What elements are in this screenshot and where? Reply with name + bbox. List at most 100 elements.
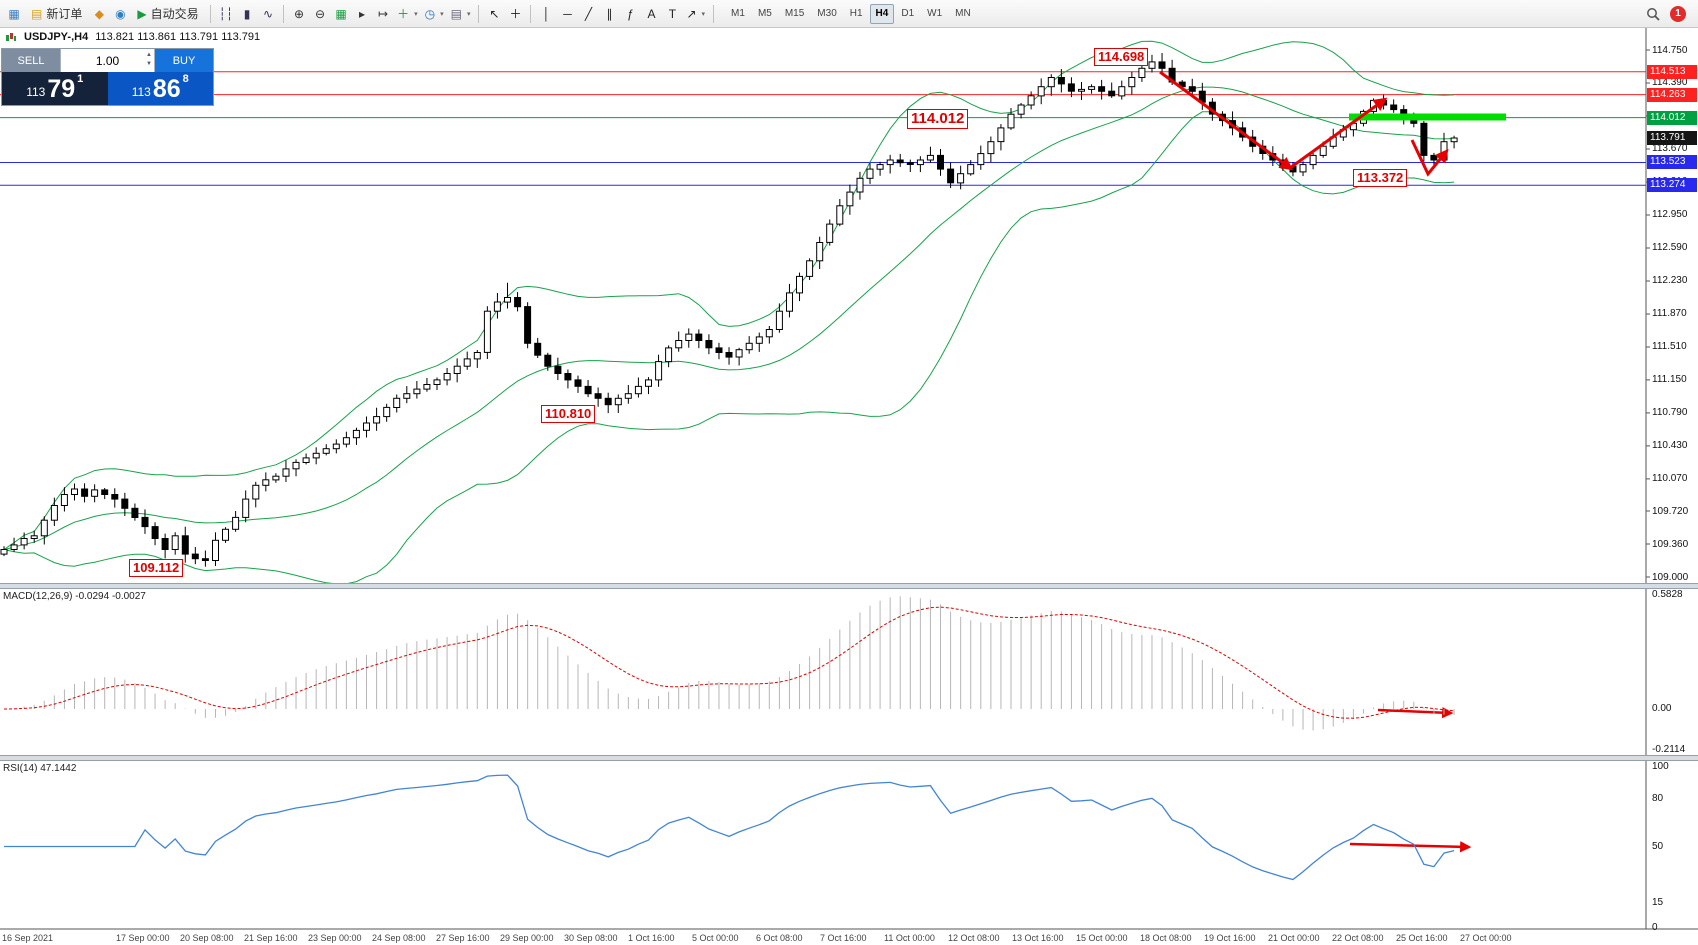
market-watch-button[interactable]: ◆ — [89, 3, 109, 25]
zoom-out-button[interactable]: ⊖ — [310, 3, 330, 25]
timeframe-mn[interactable]: MN — [955, 8, 971, 19]
periods-icon: ◷ — [424, 6, 436, 21]
cursor-icon: ↖ — [489, 6, 500, 21]
timeframe-d1[interactable]: D1 — [901, 8, 915, 19]
text-button[interactable]: A — [641, 3, 661, 25]
lot-down-icon[interactable]: ▼ — [146, 61, 152, 67]
sell-button[interactable]: SELL — [2, 49, 60, 72]
cursor-button[interactable]: ↖ — [484, 3, 504, 25]
bar-chart-button[interactable]: ┆┆ — [216, 3, 236, 25]
lot-up-icon[interactable]: ▲ — [146, 52, 152, 58]
panel-splitter-rsi[interactable] — [0, 755, 1698, 761]
rsi-line — [4, 774, 1455, 881]
notification-badge[interactable]: 1 — [1670, 5, 1686, 22]
one-click-trading-widget: SELL 1.00 ▲ ▼ BUY 113 79 1 113 86 8 — [1, 48, 214, 106]
timeframe-buttons: M1 M5 M15 M30 H1 H4 D1 W1 MN — [725, 3, 977, 24]
search-icon[interactable] — [1646, 7, 1660, 21]
chart-window-icon-icon: ▦ — [8, 6, 20, 21]
autotrading-icon: ▶ — [137, 6, 147, 21]
sell-price-main: 79 — [47, 75, 76, 103]
indicators-button-dropdown-icon[interactable]: ▾ — [414, 10, 418, 18]
market-watch-icon: ◆ — [94, 6, 104, 21]
bollinger-bands — [3, 40, 1455, 585]
symbol-ohlc: 113.821 113.861 113.791 113.791 — [95, 31, 261, 43]
candlestick-chart-button[interactable]: ▮ — [237, 3, 257, 25]
chart-window-icon[interactable]: ▦ — [4, 3, 24, 25]
rsi-indicator-label: RSI(14) 47.1442 — [3, 763, 77, 774]
data-window-icon: ◉ — [115, 6, 126, 21]
toolbar-separator — [530, 4, 532, 23]
sell-price[interactable]: 113 79 1 — [2, 72, 108, 105]
periods-button[interactable]: ◷ ▾ — [422, 3, 447, 25]
trend-arrows[interactable] — [1159, 70, 1472, 853]
buy-price[interactable]: 113 86 8 — [107, 72, 213, 105]
macd-indicator-label: MACD(12,26,9) -0.0294 -0.0027 — [3, 591, 146, 602]
arrows-button[interactable]: ↗ ▾ — [683, 3, 708, 25]
channel-icon: ∥ — [606, 6, 613, 21]
chart-shift-button[interactable]: ↦ — [373, 3, 393, 25]
candlestick-chart-icon: ▮ — [243, 6, 251, 21]
panel-splitter-macd[interactable] — [0, 583, 1698, 589]
symbol-title: USDJPY-,H4 — [24, 31, 89, 43]
new-order-icon: ▤ — [31, 6, 43, 21]
timeframe-h4[interactable]: H4 — [869, 3, 895, 24]
trendline-button[interactable]: ╱ — [578, 3, 598, 25]
periods-button-dropdown-icon[interactable]: ▾ — [440, 10, 444, 18]
fibonacci-icon: ƒ — [627, 6, 634, 21]
data-window-button[interactable]: ◉ — [110, 3, 130, 25]
green-trendline[interactable] — [1349, 113, 1506, 121]
crosshair-icon: ＋ — [509, 7, 522, 21]
new-order-button[interactable]: ▤ 新订单 — [25, 3, 88, 25]
toolbar-separator — [283, 4, 285, 23]
text-label-button[interactable]: T — [662, 3, 682, 25]
lot-stepper[interactable]: ▲ ▼ — [146, 51, 152, 69]
chart-mini-icon — [5, 31, 17, 43]
timeframe-w1[interactable]: W1 — [927, 8, 943, 19]
auto-scroll-icon: ▸ — [359, 6, 366, 21]
bar-chart-icon: ┆┆ — [218, 6, 234, 21]
toolbar-separator — [478, 4, 480, 23]
autotrading-button[interactable]: ▶ 自动交易 — [131, 3, 204, 25]
zoom-out-icon: ⊖ — [315, 6, 326, 21]
vertical-line-icon: │ — [542, 6, 551, 21]
lot-size-value: 1.00 — [95, 53, 120, 68]
templates-button-dropdown-icon[interactable]: ▾ — [466, 10, 471, 18]
templates-icon: ▤ — [450, 6, 462, 21]
horizontal-line-icon: ─ — [563, 6, 572, 21]
timeframe-m1[interactable]: M1 — [731, 8, 745, 19]
toolbar-separator — [209, 4, 211, 23]
buy-price-sup: 8 — [182, 73, 189, 85]
line-chart-button[interactable]: ∿ — [258, 3, 278, 25]
timeframe-h1[interactable]: H1 — [849, 8, 863, 19]
toolbar: ▦ ▤ 新订单 ◆ ◉ ▶ 自动交易 ┆┆ ▮ ∿ ⊕ ⊖ ▦ ▸ ↦ ＋ ▾ ◷ ▾ ▤ ▾ ↖ ＋ │ ─ ╱ ∥ ƒ A T ↗ ▾ M… — [0, 0, 1698, 28]
channel-button[interactable]: ∥ — [599, 3, 619, 25]
arrows-button-dropdown-icon[interactable]: ▾ — [701, 10, 706, 18]
crosshair-button[interactable]: ＋ — [505, 3, 525, 25]
templates-button[interactable]: ▤ ▾ — [448, 3, 474, 25]
buy-price-main: 86 — [152, 75, 181, 103]
toolbar-buttons: ▦ ▤ 新订单 ◆ ◉ ▶ 自动交易 ┆┆ ▮ ∿ ⊕ ⊖ ▦ ▸ ↦ ＋ ▾ ◷ ▾ ▤ ▾ ↖ ＋ │ ─ ╱ ∥ ƒ A T ↗ ▾ — [4, 3, 718, 25]
tile-windows-button[interactable]: ▦ — [331, 3, 351, 25]
horizontal-level-lines[interactable] — [0, 71, 1646, 186]
arrows-icon: ↗ — [686, 6, 697, 21]
lot-size-input[interactable]: 1.00 ▲ ▼ — [60, 49, 155, 72]
symbol-header: USDJPY-,H4 113.821 113.861 113.791 113.7… — [5, 31, 260, 43]
indicators-button[interactable]: ＋ ▾ — [394, 3, 421, 25]
auto-scroll-button[interactable]: ▸ — [352, 3, 372, 25]
timeframe-m5[interactable]: M5 — [757, 8, 772, 19]
toolbar-right: 1 — [1646, 5, 1694, 22]
toolbar-separator — [713, 4, 715, 23]
timeframe-m15[interactable]: M15 — [784, 8, 805, 19]
vertical-line-button[interactable]: │ — [536, 3, 556, 25]
sell-price-sup: 1 — [77, 73, 84, 85]
zoom-in-button[interactable]: ⊕ — [289, 3, 309, 25]
horizontal-line-button[interactable]: ─ — [557, 3, 577, 25]
chart-shift-icon: ↦ — [378, 6, 389, 21]
text-label-icon: T — [668, 6, 677, 21]
fibonacci-button[interactable]: ƒ — [620, 3, 640, 25]
sell-price-prefix: 113 — [26, 85, 46, 99]
timeframe-m30[interactable]: M30 — [817, 8, 837, 19]
buy-button[interactable]: BUY — [155, 49, 213, 72]
macd-signal-line — [3, 606, 1455, 719]
